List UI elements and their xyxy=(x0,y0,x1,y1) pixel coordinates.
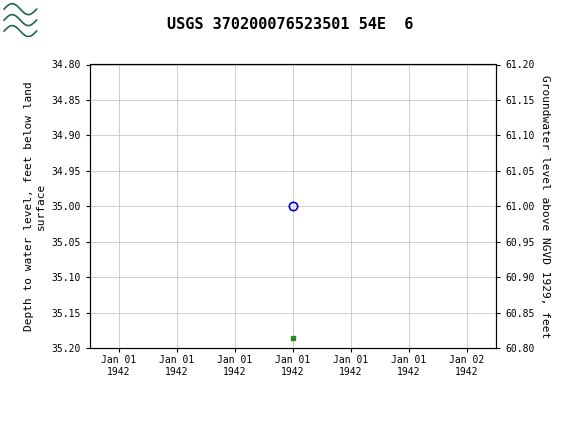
Text: USGS 370200076523501 54E  6: USGS 370200076523501 54E 6 xyxy=(167,17,413,32)
Y-axis label: Groundwater level above NGVD 1929, feet: Groundwater level above NGVD 1929, feet xyxy=(540,75,550,338)
Text: USGS: USGS xyxy=(42,11,89,26)
Bar xyxy=(3,3,38,34)
Y-axis label: Depth to water level, feet below land
surface: Depth to water level, feet below land su… xyxy=(24,82,46,331)
